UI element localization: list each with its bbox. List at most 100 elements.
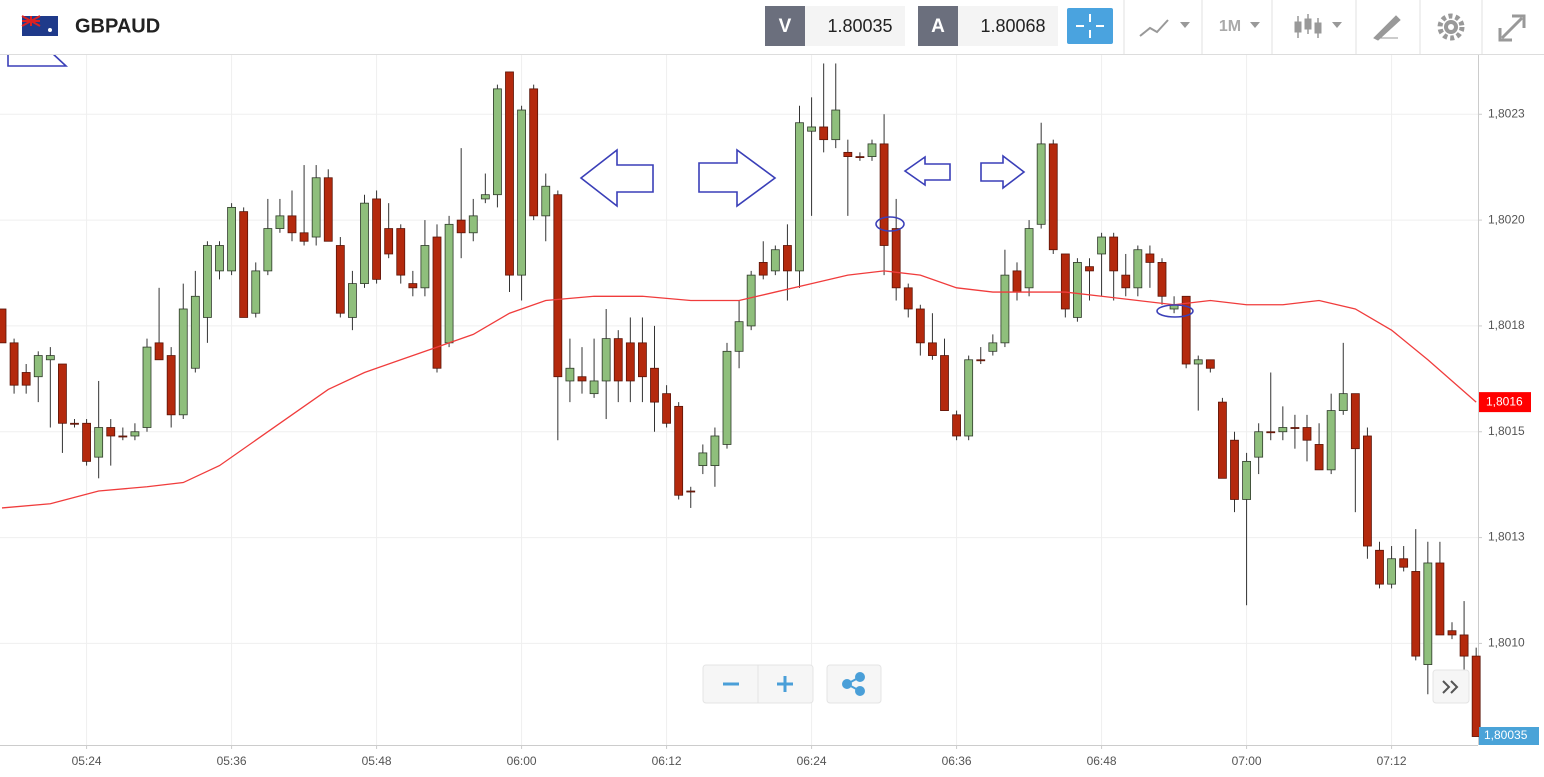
share-button[interactable] [826,664,882,704]
candle-body [21,372,31,386]
candle-body [650,367,659,403]
draw-button[interactable] [1373,15,1401,41]
icon [855,686,865,696]
crosshair-icon [1076,14,1104,38]
candle-body [601,338,611,382]
candle-body [988,342,998,352]
candle-body [1423,562,1433,665]
candle-body [118,435,128,438]
candle-body [613,338,623,382]
candle-body [589,380,599,395]
candle-body [1024,228,1034,289]
candle-body [577,376,587,382]
candle-body [190,295,200,369]
candle-body [396,228,406,276]
candle-body [1085,266,1094,272]
candle-body [976,359,986,362]
candle-body [1060,253,1070,310]
candle-body [867,143,877,157]
grid: 1,8010 1,8013 1,8015 1,8018 1,8020 1,8023 05:2… [0,55,1525,768]
moving-average [1,270,1477,509]
candle-body [1193,359,1203,365]
candle-body [1278,427,1288,433]
arrow-right [980,154,1026,190]
ask-label-bg [918,6,958,46]
candle-body [420,245,430,289]
arrow-left [579,148,654,208]
candle-body [0,308,7,344]
candle-body [541,185,551,217]
candle-body [227,206,236,272]
candle-body [335,245,345,314]
y-tick-label: 1,8013 [1488,530,1525,544]
candle-body [1411,571,1421,657]
candle-body [674,405,684,496]
candle-body [154,342,164,361]
scroll-end-button[interactable] [1432,669,1470,704]
candle-body [746,274,756,327]
candle-body [843,151,853,157]
settings-button[interactable] [1437,13,1465,41]
flag-star [48,28,52,32]
candle-body [384,228,394,255]
candle-body [1205,359,1215,369]
candle-body [662,393,671,424]
symbol: GBPAUD [75,15,160,37]
candle-body [529,88,539,217]
candle-body [58,363,67,424]
candle-body [553,194,563,378]
candle-body [82,422,91,462]
candle-body [1447,630,1457,636]
candle-body [1000,274,1010,344]
ma-tag: 1,8016 [1486,394,1523,408]
fullscreen-button[interactable] [1498,14,1526,42]
candle-body [686,490,696,493]
candle-body [456,219,466,234]
candle-body [879,143,889,246]
candle-body [480,194,490,200]
candle-body [9,342,19,386]
candle-body [493,88,502,196]
caret [1180,22,1190,28]
y-tick-label: 1,8010 [1488,636,1525,650]
candle-body [807,126,816,132]
chart-type-button[interactable] [1139,19,1190,37]
candle-body [795,122,804,272]
candle-body [819,126,829,141]
candle-body [45,355,55,361]
zoom-in[interactable] [777,676,793,692]
candle-body [323,177,333,242]
candle-body [1073,262,1082,318]
candle-body [166,355,176,416]
y-tick-label: 1,8018 [1488,318,1525,332]
candle-body [1121,274,1131,289]
price-tag-bg [1479,727,1539,745]
candle-body [311,177,321,238]
y-tick-label: 1,8023 [1488,106,1525,120]
candle-type-button[interactable] [1294,14,1342,38]
candle-body [287,215,297,234]
candle-body [710,435,720,467]
icon [1139,19,1169,37]
bid-bg[interactable] [805,6,905,46]
caret [1332,22,1342,28]
candle-body [275,215,285,229]
candle-body [33,355,43,378]
candle-body [1157,262,1167,297]
candle-body [263,228,273,272]
timeframe[interactable]: 1M [1219,18,1241,35]
icon [1304,18,1312,30]
crosshair-button[interactable] [1067,8,1113,44]
candle-body [1048,143,1058,251]
candle-body [928,342,937,356]
candle-body [251,270,261,314]
candle-body [734,321,744,352]
candle-body [1399,558,1409,568]
ask-bg[interactable] [958,6,1058,46]
candle-body [505,71,514,276]
icon [1314,22,1322,34]
candle-body [1097,236,1106,255]
candle-body [1012,270,1022,293]
zoom-controls [702,664,1470,704]
